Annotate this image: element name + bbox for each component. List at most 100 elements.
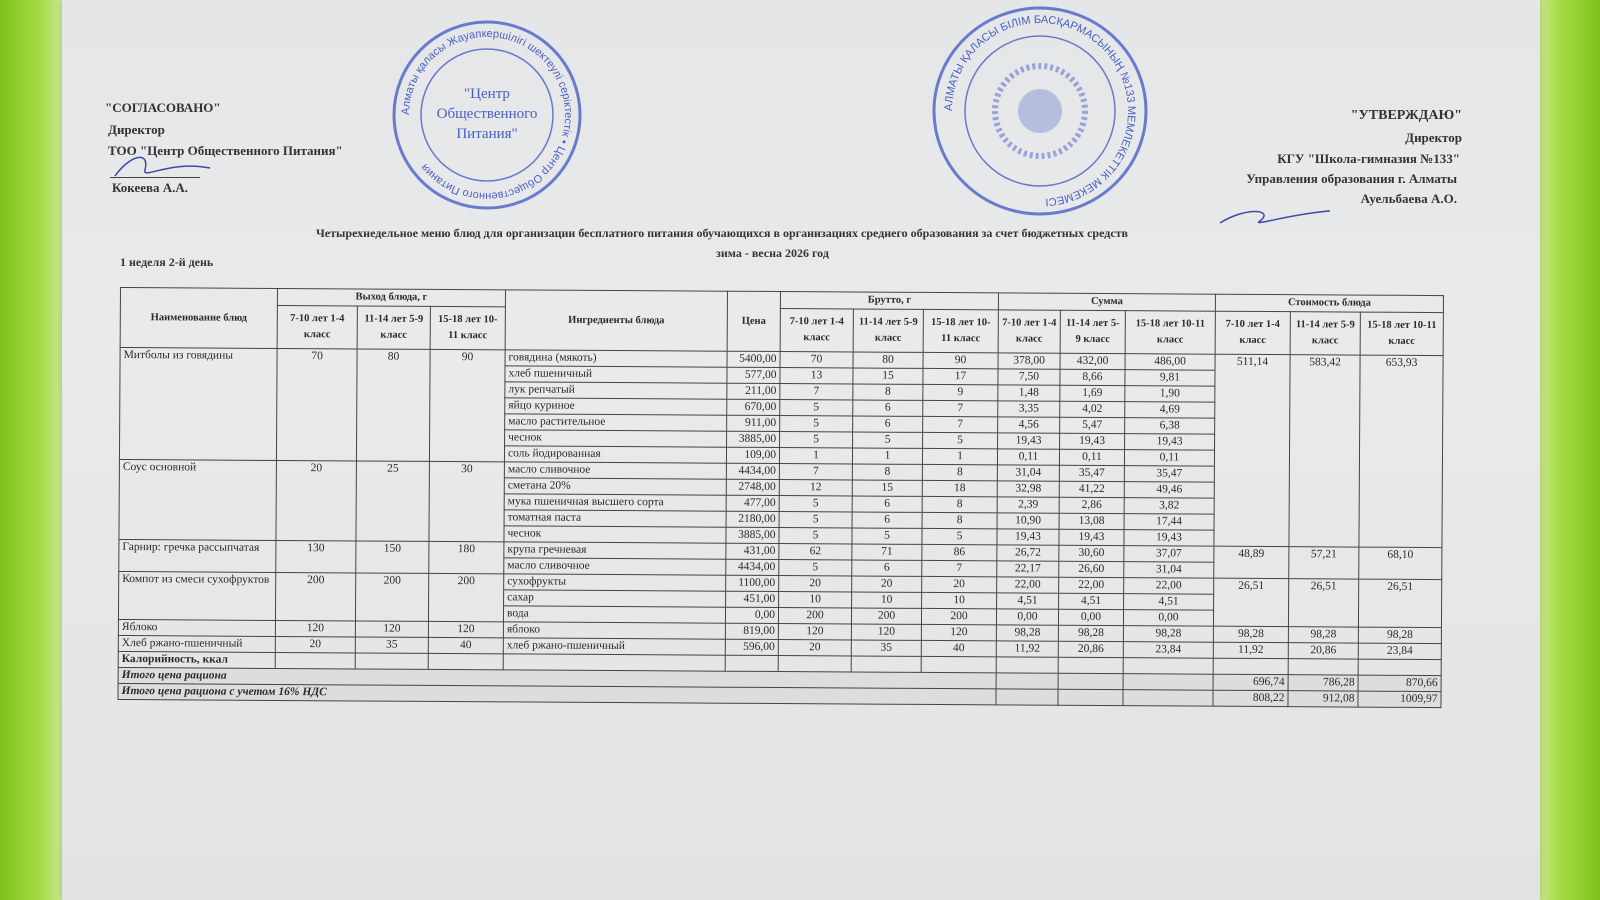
dish-cost: 26,51 bbox=[1358, 579, 1442, 628]
header-age-group: 15-18 лет 10-11 класс bbox=[1360, 312, 1444, 356]
ingredient-price: 211,00 bbox=[726, 383, 780, 400]
total-value: 786,28 bbox=[1288, 674, 1359, 692]
ingredient-sum: 486,00 bbox=[1125, 353, 1216, 371]
ingredient-brutto: 5 bbox=[779, 399, 853, 416]
document-title: Четырехнедельное меню блюд для организац… bbox=[316, 226, 1129, 240]
ingredient-sum: 37,07 bbox=[1123, 545, 1214, 563]
ingredient-name: яйцо куриное bbox=[504, 397, 727, 416]
ingredient-sum: 9,81 bbox=[1124, 369, 1216, 387]
ingredient-sum: 5,47 bbox=[1059, 417, 1125, 434]
ingredient-sum: 3,35 bbox=[997, 400, 1060, 418]
ingredient-name: чеснок bbox=[503, 525, 727, 544]
ingredient-sum: 2,39 bbox=[997, 496, 1060, 514]
dish-cost: 11,92 bbox=[1213, 642, 1289, 659]
ingredient-brutto: 1 bbox=[779, 447, 853, 464]
green-frame-right bbox=[1530, 0, 1600, 900]
ingredient-brutto: 8 bbox=[852, 463, 923, 481]
ingredient-price: 477,00 bbox=[726, 495, 780, 512]
ingredient-sum: 19,43 bbox=[997, 432, 1060, 450]
header-age-group: 11-14 лет 5-9 класс bbox=[853, 308, 924, 353]
ingredient-sum: 6,38 bbox=[1124, 417, 1215, 435]
ingredient-sum: 4,51 bbox=[1123, 593, 1214, 611]
ingredient-name: хлеб пшеничный bbox=[504, 365, 728, 384]
ingredient-brutto: 1 bbox=[852, 447, 923, 465]
ingredient-brutto: 10 bbox=[921, 592, 997, 609]
ingredient-price: 596,00 bbox=[725, 639, 779, 656]
approval-left-org: ТОО "Центр Общественного Питания" bbox=[108, 143, 343, 158]
ingredient-sum: 1,69 bbox=[1059, 385, 1125, 402]
ingredient-sum: 4,02 bbox=[1059, 401, 1125, 418]
total-empty-cell bbox=[1057, 689, 1124, 706]
ingredient-brutto: 15 bbox=[852, 479, 923, 497]
calories-cell bbox=[996, 656, 1059, 674]
ingredient-price: 4434,00 bbox=[726, 463, 780, 480]
ingredient-name: чеснок bbox=[504, 429, 727, 448]
ingredient-brutto: 6 bbox=[852, 495, 923, 513]
calories-cell bbox=[1288, 658, 1359, 676]
dish-yield: 130 bbox=[275, 540, 356, 573]
ingredient-brutto: 40 bbox=[921, 640, 997, 657]
header-age-group: 15-18 лет 10-11 класс bbox=[923, 309, 999, 353]
ingredient-brutto: 8 bbox=[922, 464, 998, 481]
ingredient-brutto: 120 bbox=[921, 624, 997, 641]
dish-cost: 26,51 bbox=[1288, 578, 1359, 628]
dish-cost: 48,89 bbox=[1213, 546, 1289, 579]
signature-left bbox=[114, 156, 211, 177]
ingredient-name: крупа гречневая bbox=[503, 541, 726, 560]
ingredient-sum: 8,66 bbox=[1059, 369, 1126, 386]
ingredient-brutto: 35 bbox=[851, 639, 922, 657]
calories-label: Калорийность, ккал bbox=[118, 651, 276, 669]
dish-name: Гарнир: гречка рассыпчатая bbox=[118, 539, 276, 573]
total-value: 808,22 bbox=[1212, 690, 1289, 707]
dish-yield: 180 bbox=[428, 541, 504, 574]
ingredient-sum: 432,00 bbox=[1060, 353, 1126, 370]
header-sum: Сумма bbox=[998, 292, 1216, 312]
ingredient-sum: 98,28 bbox=[1123, 625, 1214, 643]
ingredient-sum: 41,22 bbox=[1059, 481, 1125, 498]
header-dish: Наименование блюд bbox=[120, 287, 278, 349]
ingredient-brutto: 120 bbox=[778, 623, 852, 640]
ingredient-name: лук репчатый bbox=[504, 381, 727, 400]
ingredient-name: говядина (мякоть) bbox=[505, 349, 728, 368]
dish-yield: 120 bbox=[275, 620, 356, 637]
approval-left-name: Кокеева А.А. bbox=[112, 180, 189, 195]
header-age-group: 15-18 лет 10-11 класс bbox=[1125, 310, 1216, 355]
header-brutto: Брутто, г bbox=[780, 291, 999, 310]
ingredient-brutto: 5 bbox=[851, 527, 923, 545]
round-stamp-left: Алматы қаласы Жауапкершілігі шектеулі се… bbox=[392, 20, 582, 210]
ingredient-sum: 31,04 bbox=[997, 464, 1060, 482]
ingredient-price: 0,00 bbox=[725, 607, 779, 624]
ingredient-brutto: 5 bbox=[778, 559, 852, 576]
ingredient-price: 5400,00 bbox=[727, 351, 781, 368]
ingredient-sum: 98,28 bbox=[996, 624, 1059, 642]
ingredient-sum: 0,00 bbox=[996, 608, 1059, 626]
ingredient-sum: 22,17 bbox=[996, 560, 1059, 578]
ingredient-brutto: 5 bbox=[779, 431, 853, 448]
ingredient-brutto: 9 bbox=[922, 384, 998, 401]
ingredient-brutto: 8 bbox=[922, 496, 998, 513]
total-value: 870,66 bbox=[1358, 675, 1442, 692]
total-value: 1009,97 bbox=[1357, 691, 1442, 708]
calories-cell bbox=[921, 656, 997, 673]
total-value: 696,74 bbox=[1213, 674, 1289, 691]
ingredient-name: яблоко bbox=[503, 621, 726, 640]
dish-cost: 98,28 bbox=[1213, 626, 1289, 643]
header-age-group: 11-14 лет 5-9 класс bbox=[1060, 310, 1126, 354]
ingredient-price: 911,00 bbox=[726, 415, 780, 432]
document-sheet bbox=[62, 0, 1540, 900]
header-age-group: 7-10 лет 1-4 класс bbox=[780, 308, 854, 352]
ingredient-brutto: 5 bbox=[922, 432, 998, 449]
ingredient-name: масло растительное bbox=[504, 413, 727, 432]
dish-cost: 20,86 bbox=[1288, 642, 1359, 660]
ingredient-sum: 0,11 bbox=[1124, 449, 1215, 467]
dish-cost: 98,28 bbox=[1288, 626, 1359, 644]
ingredient-sum: 22,00 bbox=[996, 576, 1059, 594]
ingredient-sum: 2,86 bbox=[1059, 497, 1125, 514]
dish-yield: 70 bbox=[276, 348, 358, 461]
dish-yield: 200 bbox=[275, 572, 356, 621]
ingredient-brutto: 200 bbox=[851, 607, 922, 625]
green-frame-left bbox=[0, 0, 70, 900]
ingredient-brutto: 20 bbox=[921, 576, 997, 593]
dish-yield: 120 bbox=[355, 620, 429, 638]
total-empty-cell bbox=[1122, 689, 1214, 707]
